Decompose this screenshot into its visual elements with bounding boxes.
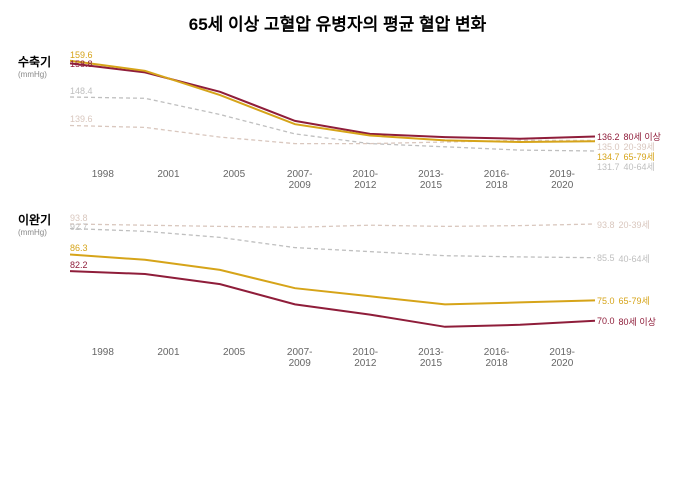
start-value-label: 82.2: [70, 260, 88, 270]
xaxis-tick: 1998: [70, 347, 136, 369]
xaxis-tick: 2001: [136, 347, 202, 369]
xaxis-tick: 2019-2020: [529, 347, 595, 369]
xaxis-tick: 2013-2015: [398, 169, 464, 191]
start-value-label: 148.4: [70, 86, 93, 96]
series-name: 40-64세: [624, 160, 655, 173]
series-name: 20-39세: [619, 218, 650, 231]
xaxis-tick: 2010-2012: [333, 169, 399, 191]
end-label-row: 93.8 20-39세: [597, 218, 650, 231]
end-label-row: 70.0 80세 이상: [597, 315, 656, 328]
xaxis-tick: 2007-2009: [267, 347, 333, 369]
end-value: 93.8: [597, 220, 615, 230]
end-value: 85.5: [597, 253, 615, 263]
diastolic-label: 이완기: [18, 211, 51, 228]
systolic-xaxis: 1998200120052007-20092010-20122013-20152…: [70, 169, 595, 191]
end-labels: 93.8 20-39세 85.5 40-64세 75.0 65-79세 70.0 80세 이상: [597, 211, 673, 341]
end-value: 75.0: [597, 296, 615, 306]
start-value-label: 139.6: [70, 114, 93, 124]
diastolic-xaxis: 1998200120052007-20092010-20122013-20152…: [70, 347, 595, 369]
xaxis-tick: 2007-2009: [267, 169, 333, 191]
series-name: 65-79세: [619, 294, 650, 307]
chart-title: 65세 이상 고혈압 유병자의 평균 혈압 변화: [0, 10, 675, 35]
end-label-row: 75.0 65-79세: [597, 294, 650, 307]
end-labels: 136.280세 이상135.020-39세134.765-79세131.740…: [597, 53, 673, 163]
xaxis-tick: 2010-2012: [333, 347, 399, 369]
diastolic-unit: (mmHg): [18, 228, 51, 237]
systolic-label: 수축기: [18, 53, 51, 70]
start-value-label: 86.3: [70, 243, 88, 253]
xaxis-tick: 1998: [70, 169, 136, 191]
xaxis-tick: 2005: [201, 347, 267, 369]
end-label-row: 131.7 40-64세: [597, 160, 655, 173]
systolic-panel: 수축기 (mmHg) 159.6158.8148.4139.6136.280세 …: [0, 53, 675, 191]
systolic-unit: (mmHg): [18, 70, 51, 79]
start-value-label: 92.7: [70, 222, 88, 232]
end-value: 70.0: [597, 316, 615, 326]
xaxis-tick: 2005: [201, 169, 267, 191]
end-label-row: 85.5 40-64세: [597, 252, 650, 265]
diastolic-ylabel: 이완기 (mmHg): [18, 211, 51, 237]
xaxis-tick: 2016-2018: [464, 169, 530, 191]
series-name: 40-64세: [619, 252, 650, 265]
diastolic-plot: 93.892.786.382.293.820-39세85.540-64세75.0…: [70, 211, 595, 341]
end-value: 131.7: [597, 162, 620, 172]
diastolic-panel: 이완기 (mmHg) 93.8 92.7 86.3 82.2 93.8 20-39세 85.…: [0, 211, 675, 369]
xaxis-tick: 2016-2018: [464, 347, 530, 369]
xaxis-tick: 2013-2015: [398, 347, 464, 369]
start-value-label: 158.8: [70, 59, 93, 69]
chart-container: 65세 이상 고혈압 유병자의 평균 혈압 변화 수축기 (mmHg) 159.…: [0, 0, 675, 409]
systolic-plot: 159.6158.8148.4139.6136.280세 이상135.020-3…: [70, 53, 595, 163]
xaxis-tick: 2019-2020: [529, 169, 595, 191]
xaxis-tick: 2001: [136, 169, 202, 191]
series-name: 80세 이상: [619, 315, 656, 328]
systolic-ylabel: 수축기 (mmHg): [18, 53, 51, 79]
